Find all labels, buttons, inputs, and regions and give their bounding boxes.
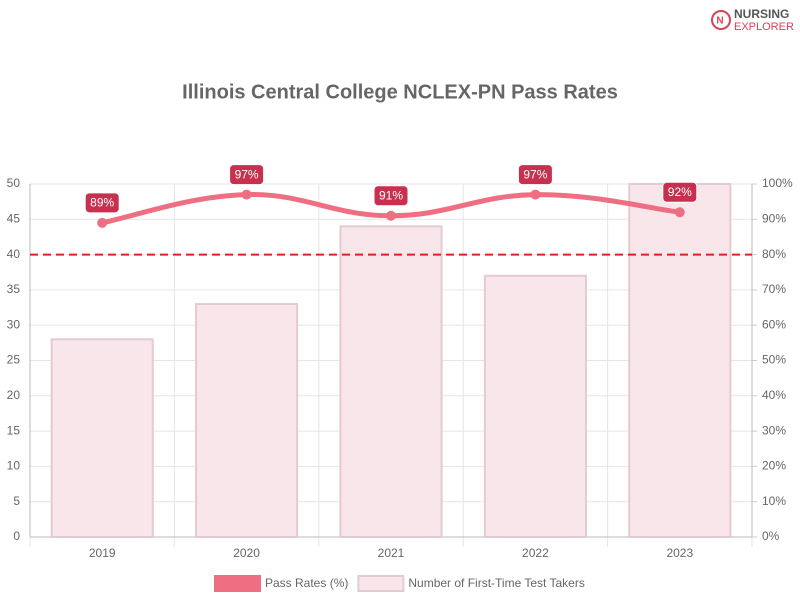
point (241, 189, 252, 200)
logo-icon (711, 10, 731, 30)
data-label-box (229, 164, 265, 186)
y2-tick-label: 80% (762, 247, 786, 261)
brand-line1: NURSING (734, 7, 789, 21)
point (386, 210, 396, 221)
y-tick-label: 10 (7, 459, 21, 473)
data-label-box (373, 185, 409, 207)
y-tick-label: 5 (13, 494, 20, 508)
data-label: 97% (517, 164, 553, 186)
data-label: 92% (662, 181, 698, 203)
x-tick-label: 2020 (233, 546, 260, 560)
chart-title: Illinois Central College NCLEX-PN Pass R… (182, 81, 618, 103)
data-label: 97% (229, 164, 265, 186)
y-tick-label: 25 (7, 353, 21, 367)
data-label-box (84, 192, 120, 214)
legend-label: Pass Rates (%) (265, 576, 348, 590)
y2-tick-label: 70% (762, 282, 786, 296)
x-tick-label: 2019 (89, 546, 116, 560)
data-label-text: 91% (379, 188, 403, 202)
bar (339, 225, 443, 539)
y2-tick-label: 100% (762, 176, 793, 190)
point (530, 189, 541, 200)
legend-swatch (357, 575, 405, 592)
y-tick-label: 35 (7, 282, 21, 296)
y-tick-label: 50 (7, 176, 21, 190)
data-label-box (517, 164, 553, 186)
y2-tick-label: 90% (762, 211, 786, 225)
bar (195, 303, 299, 538)
y2-tick-label: 40% (762, 388, 786, 402)
y-tick-label: 40 (7, 247, 21, 261)
logo-glyph: N (716, 16, 723, 27)
point (674, 207, 685, 218)
bar (628, 183, 732, 538)
y-tick-label: 45 (7, 211, 21, 225)
data-label-text: 89% (90, 196, 114, 210)
x-tick-label: 2023 (666, 546, 693, 560)
y-tick-label: 0 (13, 529, 20, 543)
data-label: 91% (373, 185, 409, 207)
bar (50, 338, 154, 538)
y-tick-label: 30 (7, 317, 21, 331)
data-label-text: 97% (235, 167, 259, 181)
y2-tick-label: 10% (762, 494, 786, 508)
data-label-box (662, 181, 698, 203)
x-tick-label: 2022 (522, 546, 549, 560)
data-label: 89% (84, 192, 120, 214)
legend-swatch (214, 575, 261, 592)
bar (483, 274, 587, 538)
y-tick-label: 15 (7, 423, 21, 437)
legend-label: Number of First-Time Test Takers (408, 576, 584, 590)
y2-tick-label: 0% (762, 529, 780, 543)
x-tick-label: 2021 (378, 546, 405, 560)
y-tick-label: 20 (7, 388, 21, 402)
data-label-text: 97% (523, 167, 547, 181)
y2-tick-label: 20% (762, 459, 786, 473)
data-label-text: 92% (668, 185, 692, 199)
y2-tick-label: 60% (762, 317, 786, 331)
brand-logo: N NURSING EXPLORER (711, 7, 794, 33)
brand-line2: EXPLORER (734, 21, 794, 33)
y2-tick-label: 50% (762, 353, 786, 367)
point (97, 217, 108, 228)
y2-tick-label: 30% (762, 423, 786, 437)
